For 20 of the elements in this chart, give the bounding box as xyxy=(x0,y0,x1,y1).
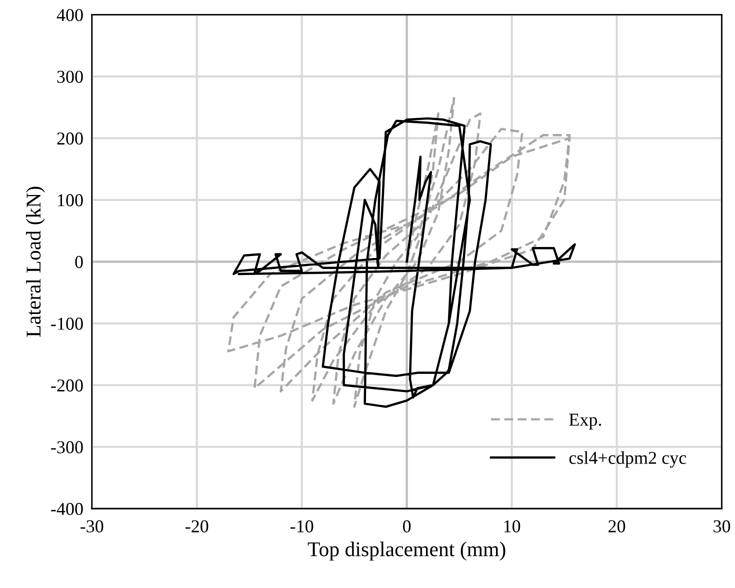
legend-label: Exp. xyxy=(569,414,602,430)
x-tick-label: 0 xyxy=(402,520,411,532)
y-tick-label: -200 xyxy=(51,379,83,392)
legend-label: csl4+cdpm2 cyc xyxy=(569,451,686,468)
y-tick-label: -100 xyxy=(51,318,83,330)
y-tick-label: 0 xyxy=(75,256,83,268)
x-tick-label: -30 xyxy=(80,520,104,532)
x-tick-label: 10 xyxy=(504,520,520,532)
x-tick-label: -10 xyxy=(290,520,314,532)
x-tick-label: 20 xyxy=(608,520,626,532)
y-axis-title: Lateral Load (kN) xyxy=(26,186,45,337)
y-tick-label: 100 xyxy=(58,194,83,206)
y-tick-label: -400 xyxy=(51,502,83,516)
y-tick-label: 200 xyxy=(57,132,83,145)
y-tick-label: -300 xyxy=(51,441,83,454)
y-tick-label: 400 xyxy=(56,8,83,22)
y-tick-label: 300 xyxy=(57,70,83,83)
x-tick-label: -20 xyxy=(185,520,208,532)
x-axis-title: Top displacement (mm) xyxy=(308,542,506,561)
x-tick-label: 30 xyxy=(714,520,730,532)
